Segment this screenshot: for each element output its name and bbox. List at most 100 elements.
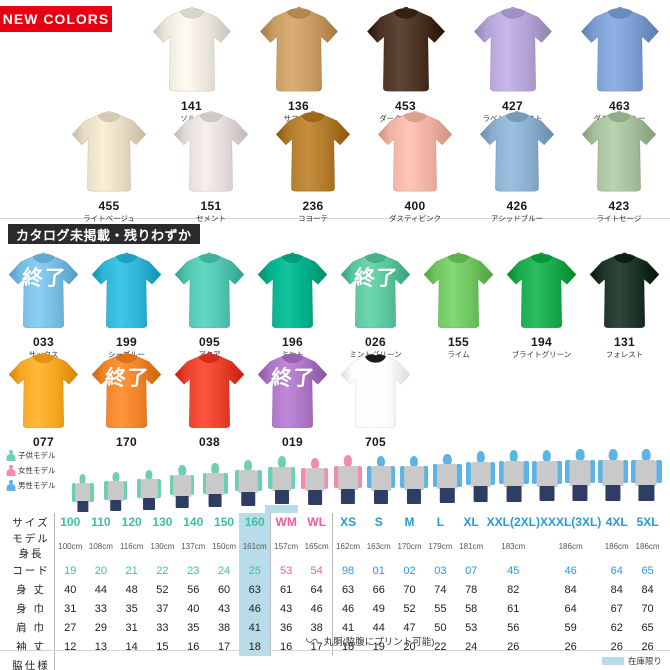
size-table-cell: 120 (121, 515, 142, 529)
tshirt-illustration (473, 7, 552, 92)
model-tshirt (173, 474, 191, 497)
color-code-label: 199 (116, 335, 137, 349)
tshirt-image (587, 252, 662, 335)
size-table-cell: 59 (564, 621, 577, 634)
model-figure (299, 457, 331, 514)
color-code-label: 705 (365, 435, 386, 449)
color-swatch-item[interactable]: 194 ブライトグリーン (500, 252, 583, 359)
tshirt-illustration (366, 7, 445, 92)
size-table-cell: 56 (507, 621, 520, 634)
size-table-cell: 46 (239, 599, 271, 618)
color-swatch-item[interactable]: 077 (2, 352, 85, 448)
tshirt-illustration (377, 111, 453, 192)
size-table-cell: 03 (434, 564, 447, 577)
size-table-cell: 38 (301, 618, 333, 637)
size-table-cell: 46 (341, 602, 355, 615)
size-table-cell: 55 (434, 602, 447, 615)
color-swatch-item[interactable]: 427ラベンダーミスト (459, 6, 566, 123)
model-head (608, 449, 618, 461)
size-table-cell: 33 (94, 602, 108, 615)
color-swatch-item[interactable]: 236 コヨーテ (262, 110, 364, 223)
size-table-cell: 181cm (459, 541, 484, 551)
color-swatch-item[interactable]: 199シーブルー (85, 252, 168, 359)
color-swatch-item[interactable]: 151 セメント (160, 110, 262, 223)
size-table-row-label: 身 丈 (8, 580, 56, 599)
size-table-cell: 78 (465, 583, 478, 596)
color-swatch-item[interactable]: 463ダスティブルー (566, 6, 670, 123)
color-swatch-item[interactable]: 455 ライトベージュ (58, 110, 160, 223)
color-swatch-item[interactable]: 155 ライム (417, 252, 500, 359)
color-swatch-item[interactable]: 095アクア (168, 252, 251, 359)
tshirt-illustration (506, 252, 577, 329)
color-swatch-item[interactable]: 400 ダスティピンク (364, 110, 466, 223)
color-swatch-item[interactable]: 453ダークブラウン (352, 6, 459, 123)
size-table-cell: 157cm (274, 541, 299, 551)
size-table-cell: 84 (564, 583, 577, 596)
size-table-cell: 41 (239, 618, 271, 637)
size-table-row: 脇仕様 (8, 656, 663, 670)
size-table-cell: 140 (183, 515, 204, 529)
size-table-cell: 44 (94, 583, 108, 596)
model-figure (630, 449, 662, 513)
size-table-cell: 22 (434, 640, 447, 653)
size-table-cell: 33 (156, 621, 169, 634)
size-table-row-label: 身 巾 (8, 599, 56, 618)
model-arm-right (556, 460, 562, 484)
color-swatch-item[interactable]: 終了 019 (251, 352, 334, 448)
size-table-cell: 43 (280, 602, 293, 615)
size-table-cell: 14 (125, 640, 138, 653)
model-legs (605, 485, 621, 501)
color-swatch-item[interactable]: 196ミント (251, 252, 334, 359)
size-table-cell: 35 (125, 602, 138, 615)
size-table-cell: 46 (564, 564, 577, 577)
model-arm-left (598, 460, 604, 484)
model-arm-right (223, 472, 228, 494)
size-table-cell: 74 (434, 583, 447, 596)
color-swatch-item[interactable]: 終了026ミントグリーン (334, 252, 417, 359)
size-table-cell: 49 (372, 602, 385, 615)
tshirt-image (6, 352, 81, 435)
model-arm-right (423, 466, 429, 489)
color-swatch-item[interactable]: 705 (334, 352, 417, 448)
color-swatch-item[interactable]: 終了 170 (85, 352, 168, 448)
color-code-label: 427 (502, 99, 523, 113)
model-arm-right (323, 467, 329, 490)
color-swatch-item[interactable]: 終了033サックス (2, 252, 85, 359)
model-head (310, 457, 319, 469)
color-code-label: 136 (288, 99, 309, 113)
size-table-cell: M (404, 515, 415, 529)
size-table-cell: 52 (156, 583, 169, 596)
model-arm-left (267, 466, 273, 489)
color-swatch-item[interactable]: 426 アシッドブルー (466, 110, 568, 223)
color-swatch-item[interactable]: 038 (168, 352, 251, 448)
model-arm-left (465, 461, 472, 485)
model-arm-left (400, 466, 406, 489)
size-table-cell: 16 (280, 640, 293, 653)
size-table-cell: 130cm (150, 541, 175, 551)
size-table-row-label: 袖 丈 (8, 637, 56, 656)
size-table-cell: 150cm (212, 541, 237, 551)
size-table-cell: 26 (507, 640, 520, 653)
size-table-cell: 01 (372, 564, 385, 577)
size-table-cell: 52 (403, 602, 416, 615)
model-head (575, 449, 585, 461)
model-figure (431, 453, 463, 513)
color-swatch-item[interactable]: 423 ライトセージ (568, 110, 670, 223)
person-icon (6, 465, 15, 476)
size-table-cell: 58 (465, 602, 478, 615)
color-swatch-item[interactable]: 141 ソルト (138, 6, 245, 123)
model-arm-left (71, 482, 76, 502)
size-table-cell: 20 (403, 640, 416, 653)
size-table-cell: S (374, 515, 383, 529)
tshirt-illustration (8, 252, 79, 329)
tshirt-illustration (275, 111, 351, 192)
model-tshirt (404, 466, 425, 491)
model-arm-left (333, 465, 340, 488)
model-arm-left (235, 469, 241, 491)
color-swatch-item[interactable]: 131 フォレスト (583, 252, 666, 359)
tshirt-image (69, 110, 149, 199)
model-arm-left (137, 478, 142, 499)
color-swatch-item[interactable]: 136サファリ (245, 6, 352, 123)
model-arm-left (367, 466, 373, 489)
